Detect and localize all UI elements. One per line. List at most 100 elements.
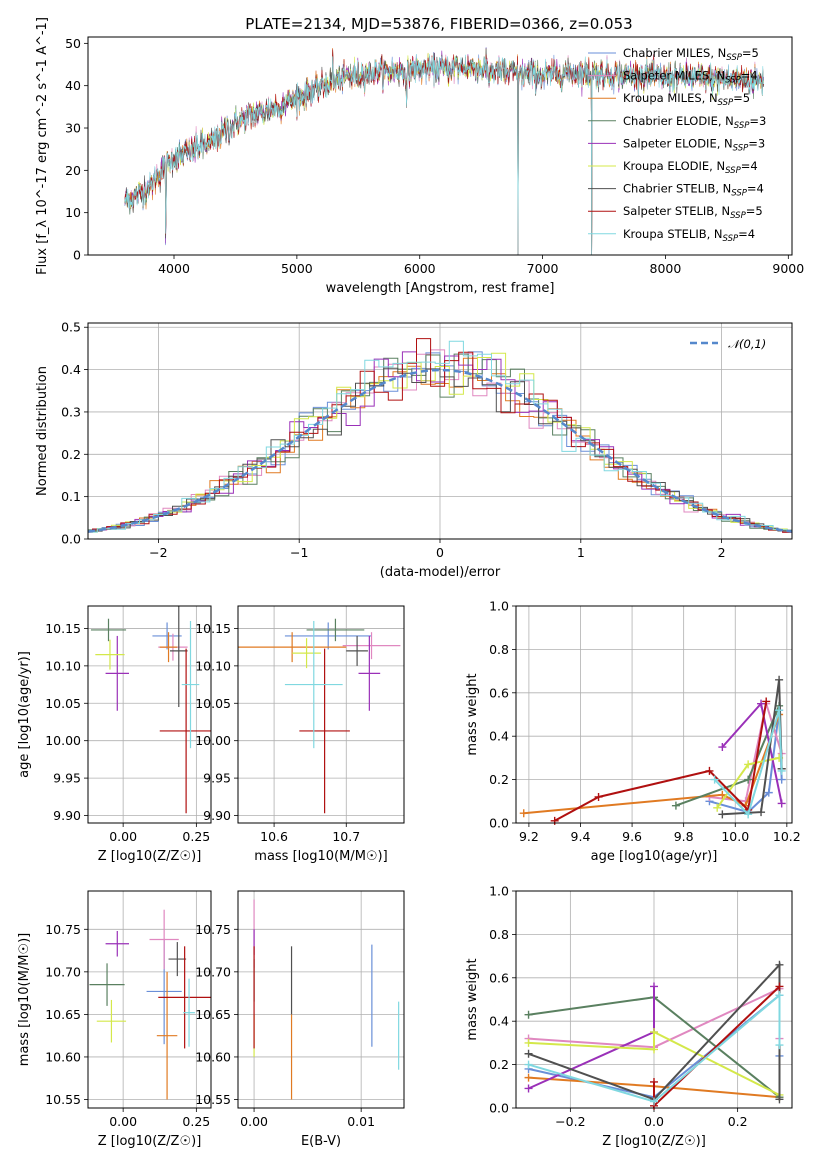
legend-label-kroupa-stelib: Kroupa STELIB, NSSP=4 — [623, 227, 755, 244]
legend-label-normal: 𝒩(0,1) — [728, 337, 766, 351]
legend-label-salpeter-elodie: Salpeter ELODIE, NSSP=3 — [623, 136, 765, 153]
massweight_vs_age-xtick-label: 9.4 — [571, 829, 591, 844]
massweight_vs_Z-marker-kroupa-stelib — [524, 1060, 533, 1069]
massweight_vs_age-marker-chabrier-stelib — [775, 675, 784, 684]
mass_vs_Z-ytick-label: 10.60 — [45, 1049, 81, 1064]
mass_vs_Z-frame — [87, 890, 212, 1109]
age_vs_mass-xlabel: mass [log10(M/M☉)] — [254, 849, 387, 864]
mass_vs_Z-errorbar-kroupa-elodie — [96, 999, 127, 1043]
mass_vs_ebv-xlabel: E(B-V) — [301, 1134, 341, 1149]
mass_vs_Z-errorbar-salpeter-elodie — [105, 930, 129, 957]
massweight_vs_Z-marker-salpeter-elodie — [524, 1084, 533, 1093]
mass_vs_Z-ytick-label: 10.55 — [45, 1092, 81, 1107]
spectrum-xtick-label: 5000 — [281, 261, 313, 276]
massweight_vs_age-ylabel: mass weight — [465, 673, 480, 755]
spectrum-xtick-label: 8000 — [650, 261, 682, 276]
age_vs_Z-ytick-label: 9.95 — [53, 771, 81, 786]
age_vs_mass-ytick-label: 10.10 — [195, 658, 231, 673]
massweight_vs_Z-marker-kroupa-elodie — [650, 1045, 658, 1054]
age_vs_Z-errorbar-kroupa-miles — [159, 632, 178, 663]
residuals-xlabel: (data-model)/error — [380, 565, 501, 580]
age_vs_mass-ytick-label: 9.90 — [203, 808, 231, 823]
massweight_vs_age-marker-salpeter-elodie — [777, 799, 786, 808]
age_vs_mass-errorbar-salpeter-stelib — [299, 648, 350, 814]
spectrum-frame — [87, 36, 793, 256]
massweight_vs_Z-ytick-label: 0.0 — [489, 1101, 509, 1116]
age_vs_mass-xtick-label: 10.6 — [260, 829, 288, 844]
mass_vs_ebv-ytick-label: 10.75 — [195, 922, 231, 937]
massweight_vs_Z-axes: −0.2 0.0 0.2 0.0 0.2 0.4 0.6 0.8 1.0 Z [log10(Z/Z… — [465, 884, 792, 1149]
spectrum-xtick-label: 9000 — [772, 261, 804, 276]
age_vs_mass-errorbar-kroupa-elodie — [292, 638, 321, 669]
age_vs_Z-errorbar-chabrier-miles — [152, 622, 182, 650]
residuals-ytick-label: 0.4 — [61, 362, 81, 377]
residuals-xtick-label: −1 — [290, 545, 308, 560]
massweight_vs_Z-ytick-label: 0.8 — [489, 927, 509, 942]
charts: 4000 5000 6000 7000 8000 900001020304050wavel… — [17, 17, 804, 1149]
massweight_vs_Z-marker-chabrier-stelib — [775, 960, 784, 969]
massweight_vs_Z-xtick-label: 0.2 — [728, 1114, 748, 1129]
mass_vs_ebv-ytick-label: 10.55 — [195, 1092, 231, 1107]
massweight_vs_Z-xtick-label: −0.2 — [555, 1114, 585, 1129]
massweight_vs_age-marker-salpeter-stelib — [705, 766, 714, 775]
massweight_vs_Z-marker-salpeter-elodie — [650, 982, 658, 991]
massweight_vs_age-marker-salpeter-elodie — [718, 743, 727, 752]
mass_vs_Z-xtick-label: 0.25 — [182, 1114, 210, 1129]
massweight_vs_age-xlabel: age [log10(age/yr)] — [591, 849, 718, 864]
age_vs_mass-errorbar-chabrier-elodie — [306, 618, 365, 642]
massweight_vs_age-marker-kroupa-stelib — [777, 766, 786, 775]
age_vs_mass-ytick-label: 10.05 — [195, 696, 231, 711]
mass_vs_Z-errorbar-chabrier-stelib — [168, 942, 187, 977]
massweight_vs_age-marker-kroupa-stelib — [744, 810, 753, 819]
massweight_vs_Z-ylabel: mass weight — [465, 958, 480, 1040]
spectrum-ytick-label: 0 — [73, 248, 81, 263]
age_vs_Z-frame — [87, 605, 212, 824]
age_vs_Z-ytick-label: 10.05 — [45, 696, 81, 711]
massweight_vs_age-marker-kroupa-stelib — [710, 775, 719, 784]
massweight_vs_age-ytick-label: 0.6 — [489, 685, 509, 700]
spectrum-xtick-label: 6000 — [404, 261, 436, 276]
age_vs_mass-ytick-label: 10.15 — [195, 621, 231, 636]
massweight_vs_age-frame — [515, 605, 793, 824]
spectrum-xtick-label: 4000 — [158, 261, 190, 276]
legend-label-chabrier-stelib: Chabrier STELIB, NSSP=4 — [623, 182, 764, 199]
residuals-xtick-label: 1 — [577, 545, 585, 560]
massweight_vs_Z-series-kroupa-elodie — [528, 1030, 780, 1096]
mass_vs_ebv-xtick-label: 0.00 — [240, 1114, 268, 1129]
massweight_vs_age-series-kroupa-stelib — [713, 709, 783, 817]
massweight_vs_Z-marker-salpeter-stelib — [775, 982, 784, 991]
massweight_vs_Z-xlabel: Z [log10(Z/Z☉)] — [602, 1134, 706, 1149]
residual-histogram-chabrier-stelib — [88, 367, 792, 535]
massweight_vs_Z-xtick-label: 0.0 — [644, 1114, 664, 1129]
age_vs_mass-ytick-label: 9.95 — [203, 771, 231, 786]
mass_vs_Z-errorbar-chabrier-elodie — [89, 963, 125, 1006]
legend-label-chabrier-miles: Chabrier MILES, NSSP=5 — [623, 46, 759, 63]
massweight_vs_Z-marker-kroupa-miles — [524, 1073, 533, 1082]
massweight_vs_age-marker-salpeter-elodie — [757, 699, 766, 708]
massweight_vs_age-ytick-label: 0.2 — [489, 772, 509, 787]
legend-label-salpeter-miles: Salpeter MILES, NSSP=4 — [623, 69, 758, 86]
massweight_vs_Z-marker-kroupa-stelib — [650, 1097, 658, 1106]
age_vs_Z-ytick-label: 10.00 — [45, 733, 81, 748]
massweight_vs_age-marker-chabrier-stelib — [757, 808, 766, 817]
residual-histogram-kroupa-stelib — [88, 340, 792, 533]
massweight_vs_age-marker-kroupa-miles — [519, 809, 528, 818]
age_vs_Z-errorbar-chabrier-elodie — [90, 618, 127, 642]
legend-label-kroupa-miles: Kroupa MILES, NSSP=5 — [623, 91, 750, 108]
age_vs_Z-xtick-label: 0.00 — [109, 829, 137, 844]
massweight_vs_age-ytick-label: 0.0 — [489, 816, 509, 831]
massweight_vs_Z-frame — [515, 890, 793, 1109]
massweight_vs_Z-ytick-label: 0.4 — [489, 1014, 509, 1029]
residuals-legend: 𝒩(0,1) — [690, 337, 766, 351]
mass_vs_Z-ytick-label: 10.75 — [45, 922, 81, 937]
age_vs_mass-ytick-label: 10.00 — [195, 733, 231, 748]
massweight_vs_age-xtick-label: 9.2 — [519, 829, 539, 844]
mass_vs_Z-ytick-label: 10.65 — [45, 1007, 81, 1022]
residuals-xtick-label: 2 — [718, 545, 726, 560]
massweight_vs_Z-ytick-label: 0.2 — [489, 1057, 509, 1072]
massweight_vs_age-xtick-label: 9.6 — [622, 829, 642, 844]
massweight_vs_Z-marker-chabrier-stelib — [775, 1095, 784, 1104]
residuals-frame — [87, 322, 793, 540]
mass_vs_Z-xtick-label: 0.00 — [109, 1114, 137, 1129]
massweight_vs_age-marker-chabrier-miles — [764, 788, 773, 797]
